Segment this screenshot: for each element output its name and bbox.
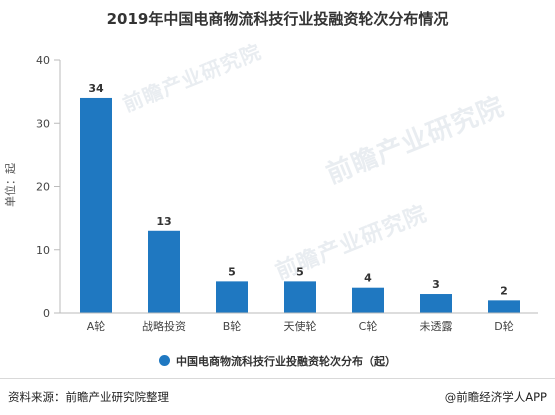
bar (80, 97, 112, 313)
bar (420, 294, 452, 313)
y-tick-label: 20 (36, 181, 50, 194)
x-tick-label: A轮 (87, 319, 106, 333)
legend: 中国电商物流科技行业投融资轮次分布（起） (0, 353, 555, 369)
x-tick-label: 未透露 (420, 320, 453, 333)
bar (284, 281, 316, 313)
legend-label: 中国电商物流科技行业投融资轮次分布（起） (176, 355, 396, 368)
bar-value-label: 4 (364, 272, 372, 285)
y-tick-label: 10 (36, 244, 50, 257)
x-tick-label: D轮 (494, 319, 513, 333)
bar-value-label: 5 (228, 265, 236, 278)
y-tick-label: 0 (43, 307, 50, 320)
credit-note: @前瞻经济学人APP (444, 390, 547, 404)
y-tick-label: 40 (36, 54, 50, 67)
bar-value-label: 34 (88, 82, 104, 95)
x-tick-label: 天使轮 (284, 319, 317, 333)
bar-value-label: 2 (500, 284, 508, 297)
bar (148, 230, 180, 313)
y-tick-label: 30 (36, 117, 50, 130)
footer-divider (0, 378, 555, 379)
bar (488, 300, 520, 313)
bar-value-label: 5 (296, 265, 304, 278)
chart-title: 2019年中国电商物流科技行业投融资轮次分布情况 (106, 10, 449, 28)
bar (216, 281, 248, 313)
x-tick-label: C轮 (359, 319, 378, 333)
bar-chart: 单位：起 0 10 20 30 40 34 13 5 5 4 3 2 A轮 战略投资 B轮 天使轮 C轮 未透… (3, 54, 538, 333)
source-note: 资料来源：前瞻产业研究院整理 (8, 390, 169, 404)
bar (352, 287, 384, 313)
x-tick-label: 战略投资 (142, 319, 186, 333)
y-axis-label: 单位：起 (3, 163, 17, 207)
bar-value-label: 13 (156, 215, 171, 228)
legend-marker (159, 355, 170, 366)
bar-value-label: 3 (432, 278, 440, 291)
x-tick-label: B轮 (223, 319, 242, 333)
